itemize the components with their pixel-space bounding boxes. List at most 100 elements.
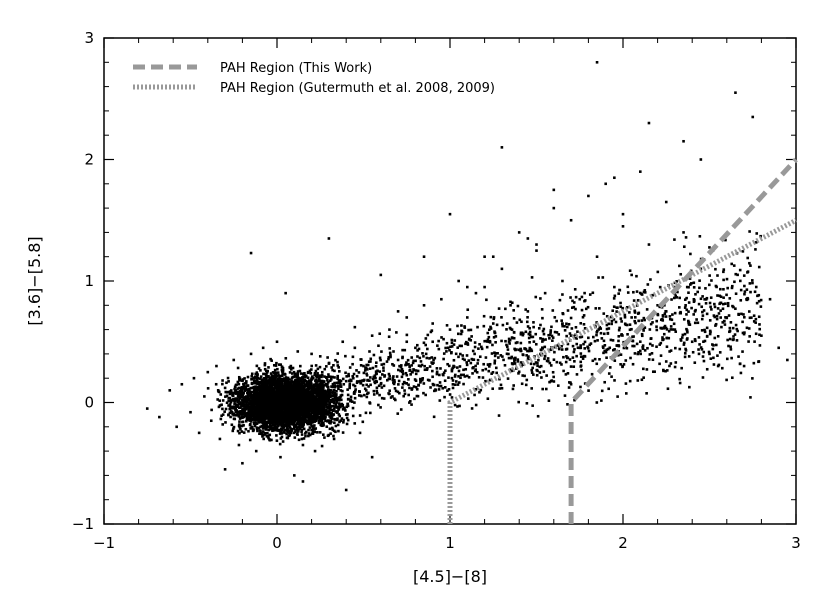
data-point (281, 414, 285, 417)
data-point (258, 381, 262, 384)
data-point (363, 393, 366, 397)
data-point (243, 377, 246, 380)
data-point (311, 385, 315, 388)
data-point (330, 417, 334, 420)
data-point (432, 358, 435, 362)
data-point (248, 419, 251, 422)
data-point (304, 383, 307, 386)
data-point (526, 310, 530, 313)
data-point (328, 427, 332, 431)
data-point (277, 420, 280, 423)
data-point (519, 331, 523, 335)
data-point (405, 340, 409, 344)
data-point (760, 334, 763, 337)
data-point (301, 410, 305, 413)
data-point (273, 409, 277, 413)
data-point (278, 422, 281, 425)
data-point (275, 361, 278, 365)
data-point (727, 344, 730, 348)
data-point (495, 371, 498, 375)
data-point (282, 404, 286, 407)
data-point (503, 363, 507, 367)
data-point (253, 418, 256, 422)
data-point (513, 347, 516, 351)
data-point (319, 423, 323, 427)
data-point (262, 437, 265, 441)
data-point (308, 383, 311, 387)
data-point (253, 412, 257, 415)
data-point (337, 407, 340, 411)
data-point (219, 417, 223, 421)
data-point (387, 392, 390, 395)
data-point (713, 302, 716, 306)
data-point (365, 372, 368, 376)
data-point (258, 393, 262, 396)
data-point (328, 390, 332, 394)
data-point (466, 285, 469, 289)
data-point (253, 424, 257, 428)
data-point (524, 308, 527, 311)
data-point (255, 401, 258, 405)
data-point (145, 407, 149, 410)
data-point (341, 340, 345, 344)
data-point (289, 388, 293, 392)
data-point (647, 358, 651, 361)
data-point (306, 394, 310, 398)
data-point (295, 415, 298, 419)
data-point (453, 339, 457, 342)
data-point (244, 385, 247, 388)
data-point (331, 394, 335, 398)
data-point (673, 328, 677, 331)
data-point (333, 381, 336, 385)
data-point (337, 366, 340, 369)
data-point (431, 322, 434, 325)
data-point (280, 417, 283, 420)
data-point (605, 323, 609, 327)
data-point (288, 420, 291, 423)
data-point (278, 387, 282, 391)
data-point (241, 461, 244, 465)
data-point (273, 426, 277, 429)
data-point (255, 394, 259, 398)
data-point (297, 415, 301, 419)
data-point (318, 379, 322, 383)
data-point (476, 362, 479, 365)
data-point (308, 379, 311, 383)
data-point (218, 399, 222, 402)
data-point (271, 429, 274, 433)
data-point (707, 350, 711, 354)
data-point (275, 434, 278, 437)
data-point (317, 390, 321, 393)
data-point (751, 115, 755, 119)
data-point (315, 416, 319, 419)
data-point (248, 402, 251, 406)
data-point (267, 401, 270, 404)
data-point (348, 386, 351, 390)
data-point (594, 307, 598, 310)
data-point (305, 392, 308, 395)
data-point (299, 401, 302, 405)
data-point (304, 411, 307, 415)
data-point (301, 413, 305, 417)
data-point (233, 399, 236, 403)
data-point (631, 362, 635, 366)
data-point (349, 398, 353, 401)
data-point (279, 430, 283, 433)
data-point (270, 405, 273, 408)
data-point (257, 367, 261, 370)
data-point (252, 377, 256, 380)
data-point (259, 425, 262, 429)
data-point (257, 401, 261, 404)
data-point (448, 328, 452, 331)
data-point (278, 410, 281, 414)
data-point (480, 347, 484, 351)
data-point (300, 387, 303, 390)
data-point (278, 389, 282, 393)
data-point (734, 323, 738, 327)
data-point (595, 255, 599, 258)
data-point (512, 309, 515, 312)
data-point (267, 428, 271, 432)
data-point (513, 359, 516, 363)
data-point (485, 298, 488, 302)
data-point (298, 392, 302, 395)
